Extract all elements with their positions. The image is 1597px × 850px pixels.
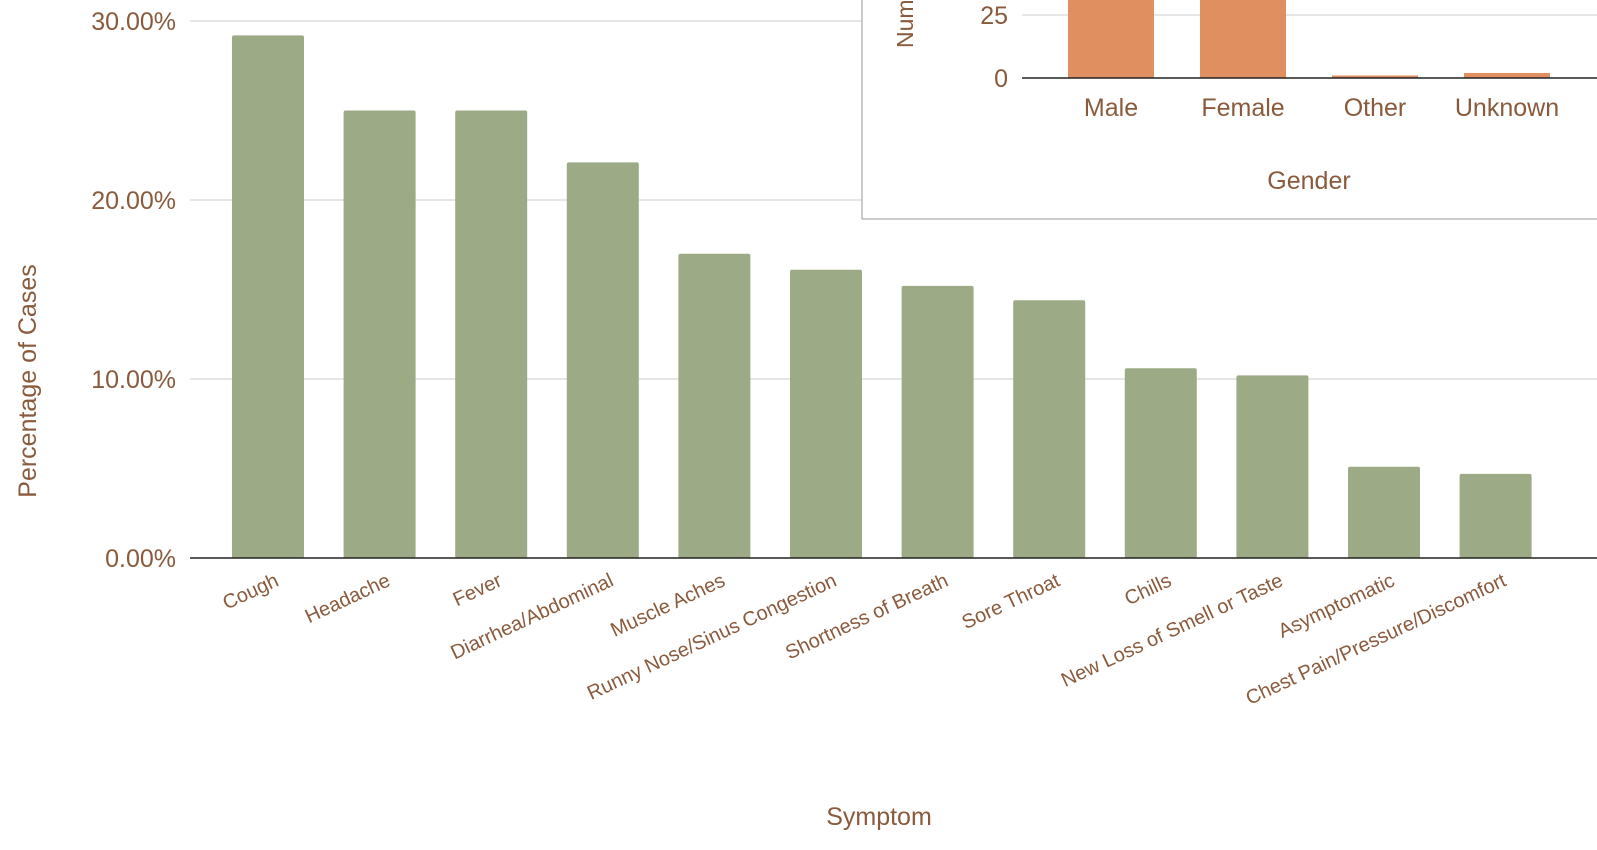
- bar-asymptomatic: [1348, 466, 1420, 558]
- bar-runny-nose-sinus-congestion: [790, 269, 862, 558]
- bar-chest-pain-pressure-discomfort: [1459, 473, 1532, 558]
- inset-x-tick-label: Unknown: [1455, 94, 1559, 122]
- inset-y-tick-labels: 0 25: [980, 2, 1008, 93]
- bar-muscle-aches: [678, 253, 751, 558]
- main-y-tick-label: 20.00%: [91, 187, 176, 215]
- main-y-tick-label: 0.00%: [105, 545, 176, 573]
- inset-bar-unknown: [1464, 72, 1550, 78]
- inset-y-tick-label: 25: [980, 2, 1008, 30]
- main-x-tick-label: Cough: [219, 570, 282, 615]
- inset-x-tick-label: Male: [1084, 94, 1138, 122]
- bar-chills: [1124, 368, 1197, 558]
- main-y-tick-label: 30.00%: [91, 8, 176, 36]
- bar-headache: [343, 110, 416, 558]
- inset-bar-male: [1068, 0, 1154, 78]
- bar-fever: [455, 110, 528, 558]
- inset-y-axis-title: Num: [892, 0, 918, 48]
- bar-shortness-of-breath: [901, 285, 974, 558]
- bar-sore-throat: [1013, 300, 1086, 558]
- inset-x-tick-labels: Male Female Other Unknown: [1084, 94, 1559, 122]
- bar-cough: [232, 35, 304, 558]
- bar-new-loss-of-smell-or-taste: [1236, 375, 1309, 558]
- main-x-tick-label: Sore Throat: [959, 569, 1064, 634]
- main-y-tick-labels: 0.00% 10.00% 20.00% 30.00%: [91, 8, 176, 573]
- main-x-tick-labels: Cough Headache FeverDiarrhea/AbdominalMusc…: [219, 569, 1510, 709]
- main-x-tick-label: Headache: [302, 570, 394, 628]
- inset-chart: 0 25 Male Female Other Unknown Num Gender: [861, 0, 1597, 220]
- inset-x-axis-title: Gender: [1267, 167, 1350, 195]
- inset-y-tick-label: 0: [994, 65, 1008, 93]
- main-x-tick-label: Chills: [1121, 570, 1175, 611]
- main-bars: [232, 35, 1532, 558]
- main-y-tick-label: 10.00%: [91, 366, 176, 394]
- bar-diarrhea-abdominal: [566, 162, 639, 558]
- inset-x-tick-label: Other: [1344, 94, 1407, 122]
- inset-bars: [1068, 0, 1550, 78]
- main-y-axis-title: Percentage of Cases: [14, 264, 42, 497]
- inset-x-tick-label: Female: [1201, 94, 1284, 122]
- inset-bar-female: [1200, 0, 1286, 78]
- main-x-tick-label: Fever: [450, 569, 506, 611]
- inset-bar-other: [1332, 75, 1418, 78]
- main-x-axis-title: Symptom: [826, 803, 932, 831]
